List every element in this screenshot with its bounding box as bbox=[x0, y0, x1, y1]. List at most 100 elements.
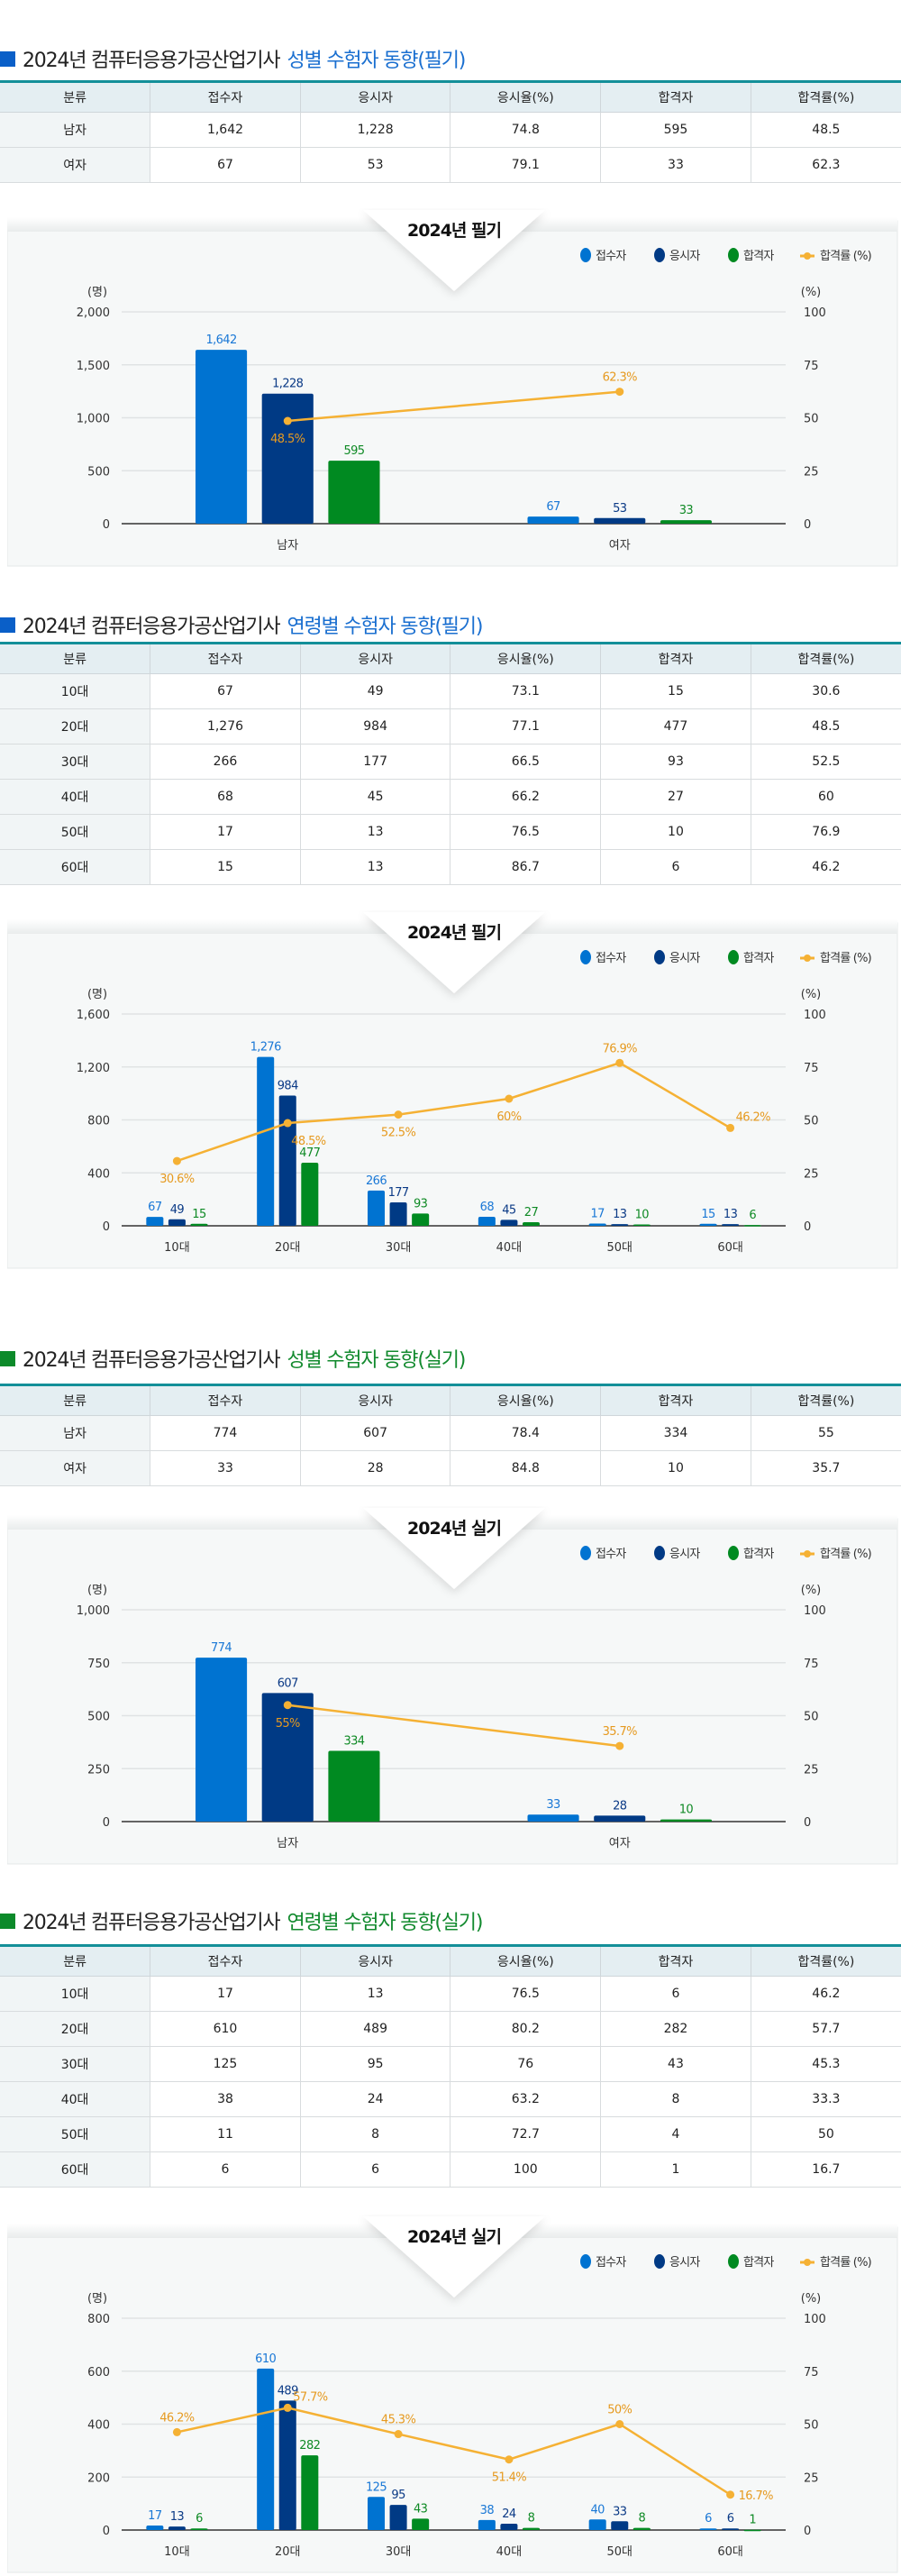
pass-rate-point[interactable] bbox=[283, 2403, 292, 2412]
bar[interactable] bbox=[257, 1056, 275, 1226]
pass-rate-point[interactable] bbox=[394, 1110, 403, 1119]
bar[interactable] bbox=[278, 2400, 296, 2530]
bar[interactable] bbox=[478, 2519, 496, 2530]
bar[interactable] bbox=[500, 1219, 518, 1226]
bar[interactable] bbox=[412, 2518, 430, 2530]
bar[interactable] bbox=[722, 1224, 740, 1226]
column-header: 분류 bbox=[0, 1945, 151, 1977]
bar-value-label: 17 bbox=[591, 1208, 605, 1221]
category-group: 774 607 334 남자 bbox=[195, 1641, 380, 1850]
bar[interactable] bbox=[594, 1815, 646, 1822]
bar[interactable] bbox=[722, 2528, 740, 2530]
table-cell: 62.3 bbox=[751, 147, 901, 183]
pass-rate-point[interactable] bbox=[172, 1156, 181, 1165]
bar[interactable] bbox=[522, 2527, 541, 2530]
bar[interactable] bbox=[633, 2527, 651, 2530]
bar[interactable] bbox=[743, 2529, 761, 2532]
bar-value-label: 595 bbox=[343, 444, 364, 458]
row-label: 40대 bbox=[0, 2081, 151, 2117]
section-title-highlight: 성별 수험자 동향(실기) bbox=[287, 1349, 466, 1372]
y-tick-label: 1,000 bbox=[77, 1604, 110, 1618]
pass-rate-point[interactable] bbox=[615, 1741, 624, 1750]
table-cell: 49 bbox=[300, 673, 451, 709]
bar[interactable] bbox=[146, 1217, 164, 1226]
bar[interactable] bbox=[660, 520, 713, 524]
pass-rate-label: 30.6% bbox=[159, 1173, 195, 1186]
bar-value-label: 13 bbox=[170, 2510, 185, 2524]
bar-value-label: 1 bbox=[749, 2514, 756, 2527]
pass-rate-label: 46.2% bbox=[159, 2411, 195, 2425]
bar[interactable] bbox=[699, 2528, 717, 2530]
legend-swatch-icon bbox=[654, 248, 665, 262]
bar[interactable] bbox=[478, 1217, 496, 1226]
table-header-row: 분류 접수자 응시자 응시율(%) 합격자 합격률(%) bbox=[0, 1384, 901, 1416]
bar[interactable] bbox=[527, 516, 579, 524]
section-title-main: 2024년 컴퓨터응용가공산업기사 bbox=[23, 1349, 281, 1372]
y2-tick-label: 50 bbox=[804, 413, 819, 426]
bar[interactable] bbox=[389, 1202, 407, 1226]
bar[interactable] bbox=[660, 1819, 713, 1822]
table-cell: 16.7 bbox=[751, 2151, 901, 2188]
table-cell: 67 bbox=[150, 673, 301, 709]
pass-rate-point[interactable] bbox=[615, 1058, 624, 1067]
bar[interactable] bbox=[168, 2526, 186, 2530]
bar[interactable] bbox=[594, 517, 646, 524]
bar-value-label: 43 bbox=[414, 2502, 428, 2516]
bar[interactable] bbox=[168, 1219, 186, 1226]
bar[interactable] bbox=[743, 1225, 761, 1227]
pass-rate-point[interactable] bbox=[615, 388, 624, 397]
bar-value-label: 610 bbox=[255, 2352, 276, 2366]
pass-rate-point[interactable] bbox=[283, 1119, 292, 1128]
pass-rate-point[interactable] bbox=[726, 1123, 735, 1132]
pass-rate-point[interactable] bbox=[505, 2455, 514, 2464]
bar[interactable] bbox=[699, 1223, 717, 1226]
x-tick-label: 30대 bbox=[386, 2545, 412, 2559]
bar[interactable] bbox=[412, 1213, 430, 1226]
pass-rate-point[interactable] bbox=[726, 2490, 735, 2499]
bar-value-label: 1,276 bbox=[250, 1041, 282, 1055]
bar[interactable] bbox=[367, 1190, 386, 1226]
bar[interactable] bbox=[261, 1693, 314, 1822]
bar-value-label: 93 bbox=[414, 1197, 428, 1210]
bar[interactable] bbox=[588, 2519, 606, 2530]
bar[interactable] bbox=[195, 350, 248, 524]
bar[interactable] bbox=[500, 2523, 518, 2530]
y-tick-label: 1,000 bbox=[77, 413, 110, 426]
category-group: 68 45 27 40대 bbox=[478, 1201, 541, 1255]
bar[interactable] bbox=[146, 2526, 164, 2530]
y2-tick-label: 100 bbox=[804, 2313, 826, 2326]
bar[interactable] bbox=[328, 1750, 380, 1822]
bar[interactable] bbox=[527, 1814, 579, 1822]
section-title-highlight: 연령별 수험자 동향(실기) bbox=[287, 1912, 483, 1934]
pass-rate-point[interactable] bbox=[172, 2427, 181, 2436]
bar[interactable] bbox=[301, 2455, 319, 2530]
legend-swatch-icon bbox=[654, 2254, 665, 2269]
y-tick-label: 250 bbox=[87, 1763, 110, 1777]
bar[interactable] bbox=[588, 1223, 606, 1226]
bar[interactable] bbox=[278, 1095, 296, 1226]
pass-rate-point[interactable] bbox=[615, 2420, 624, 2428]
y-tick-label: 1,200 bbox=[77, 1062, 110, 1075]
bar[interactable] bbox=[611, 2521, 629, 2530]
bar[interactable] bbox=[190, 1223, 208, 1226]
bar[interactable] bbox=[190, 2528, 208, 2530]
row-label: 여자 bbox=[0, 147, 151, 183]
table-header-row: 분류 접수자 응시자 응시율(%) 합격자 합격률(%) bbox=[0, 81, 901, 113]
bar[interactable] bbox=[367, 2497, 386, 2530]
bar[interactable] bbox=[195, 1658, 248, 1822]
bar-value-label: 125 bbox=[366, 2480, 387, 2494]
bar[interactable] bbox=[522, 1222, 541, 1226]
category-group: 1,642 1,228 595 남자 bbox=[195, 333, 380, 553]
bar[interactable] bbox=[301, 1162, 319, 1226]
legend-marker-icon bbox=[804, 955, 811, 962]
pass-rate-point[interactable] bbox=[283, 416, 292, 425]
pass-rate-point[interactable] bbox=[283, 1701, 292, 1710]
bar[interactable] bbox=[257, 2368, 275, 2530]
bar[interactable] bbox=[611, 1224, 629, 1226]
bar[interactable] bbox=[261, 393, 314, 524]
bar[interactable] bbox=[633, 1224, 651, 1227]
pass-rate-point[interactable] bbox=[505, 1094, 514, 1103]
bar[interactable] bbox=[328, 461, 380, 524]
pass-rate-point[interactable] bbox=[394, 2430, 403, 2439]
bar[interactable] bbox=[389, 2505, 407, 2530]
